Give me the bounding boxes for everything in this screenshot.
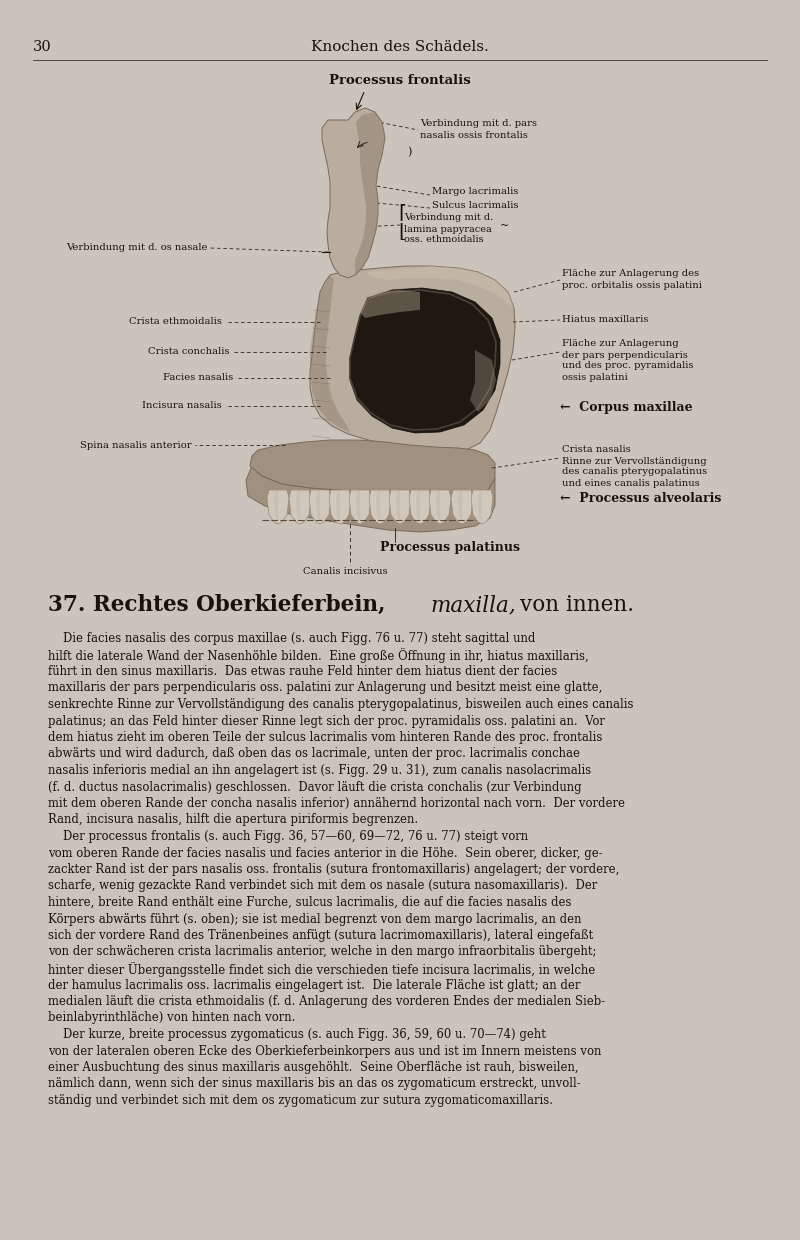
Polygon shape — [322, 108, 385, 278]
Text: ~: ~ — [500, 221, 510, 231]
Text: medialen läuft die crista ethmoidalis (f. d. Anlagerung des vorderen Endes der m: medialen läuft die crista ethmoidalis (f… — [48, 994, 605, 1008]
Polygon shape — [349, 490, 371, 525]
Text: ossis palatini: ossis palatini — [562, 372, 628, 382]
Text: Processus frontalis: Processus frontalis — [329, 74, 471, 88]
Text: senkrechte Rinne zur Vervollständigung des canalis pterygopalatinus, bisweilen a: senkrechte Rinne zur Vervollständigung d… — [48, 698, 634, 711]
Polygon shape — [296, 490, 300, 522]
Text: vom oberen Rande der facies nasalis und facies anterior in die Höhe.  Sein obere: vom oberen Rande der facies nasalis und … — [48, 847, 602, 859]
Text: und eines canalis palatinus: und eines canalis palatinus — [562, 479, 700, 487]
Text: hintere, breite Rand enthält eine Furche, sulcus lacrimalis, die auf die facies : hintere, breite Rand enthält eine Furche… — [48, 897, 571, 909]
Text: von innen.: von innen. — [520, 594, 634, 616]
Text: mit dem oberen Rande der concha nasalis inferior) annähernd horizontal nach vorn: mit dem oberen Rande der concha nasalis … — [48, 797, 625, 810]
Text: Der kurze, breite processus zygomaticus (s. auch Figg. 36, 59, 60 u. 70—74) geht: Der kurze, breite processus zygomaticus … — [48, 1028, 546, 1042]
Polygon shape — [329, 490, 351, 525]
Text: Crista conchalis: Crista conchalis — [149, 347, 230, 357]
Polygon shape — [429, 490, 451, 525]
Text: Crista nasalis: Crista nasalis — [562, 445, 630, 455]
Polygon shape — [289, 490, 311, 525]
Polygon shape — [369, 490, 391, 525]
Polygon shape — [355, 112, 385, 275]
Polygon shape — [356, 490, 360, 522]
Polygon shape — [316, 490, 320, 522]
Polygon shape — [458, 490, 462, 522]
Polygon shape — [360, 290, 420, 317]
Text: (f. d. ductus nasolacrimalis) geschlossen.  Davor läuft die crista conchalis (zu: (f. d. ductus nasolacrimalis) geschlosse… — [48, 780, 582, 794]
Text: und des proc. pyramidalis: und des proc. pyramidalis — [562, 362, 694, 371]
Text: einer Ausbuchtung des sinus maxillaris ausgehöhlt.  Seine Oberfläche ist rauh, b: einer Ausbuchtung des sinus maxillaris a… — [48, 1061, 578, 1074]
Polygon shape — [350, 288, 500, 433]
Text: Crista ethmoidalis: Crista ethmoidalis — [129, 317, 222, 326]
Text: palatinus; an das Feld hinter dieser Rinne legt sich der proc. pyramidalis oss. : palatinus; an das Feld hinter dieser Rin… — [48, 714, 605, 728]
Text: Knochen des Schädels.: Knochen des Schädels. — [311, 40, 489, 55]
Polygon shape — [451, 490, 473, 525]
Polygon shape — [471, 490, 493, 525]
Polygon shape — [246, 466, 495, 532]
Text: proc. orbitalis ossis palatini: proc. orbitalis ossis palatini — [562, 280, 702, 289]
Text: abwärts und wird dadurch, daß oben das os lacrimale, unten der proc. lacrimalis : abwärts und wird dadurch, daß oben das o… — [48, 748, 580, 760]
Text: Verbindung mit d. pars: Verbindung mit d. pars — [420, 119, 537, 128]
Text: beinlabyrinthläche) von hinten nach vorn.: beinlabyrinthläche) von hinten nach vorn… — [48, 1012, 295, 1024]
Text: lamina papyracea: lamina papyracea — [404, 224, 492, 233]
Text: sich der vordere Rand des Tränenbeines anfügt (sutura lacrimomaxillaris), latera: sich der vordere Rand des Tränenbeines a… — [48, 929, 594, 942]
Polygon shape — [267, 490, 289, 525]
Text: nämlich dann, wenn sich der sinus maxillaris bis an das os zygomaticum erstreckt: nämlich dann, wenn sich der sinus maxill… — [48, 1078, 581, 1090]
Text: Rinne zur Vervollständigung: Rinne zur Vervollständigung — [562, 456, 706, 465]
Text: Spina nasalis anterior: Spina nasalis anterior — [80, 440, 192, 450]
Polygon shape — [310, 267, 515, 453]
Text: Processus palatinus: Processus palatinus — [380, 542, 520, 554]
Text: Die facies nasalis des corpus maxillae (s. auch Figg. 76 u. 77) steht sagittal u: Die facies nasalis des corpus maxillae (… — [48, 632, 535, 645]
Text: 37. Rechtes Oberkieferbein,: 37. Rechtes Oberkieferbein, — [48, 594, 386, 616]
Text: ←  Processus alveolaris: ← Processus alveolaris — [560, 491, 722, 505]
Text: Der processus frontalis (s. auch Figg. 36, 57—60, 69—72, 76 u. 77) steigt vorn: Der processus frontalis (s. auch Figg. 3… — [48, 830, 528, 843]
Text: hinter dieser Übergangsstelle findet sich die verschieden tiefe incisura lacrima: hinter dieser Übergangsstelle findet sic… — [48, 962, 595, 977]
Text: Verbindung mit d. os nasale: Verbindung mit d. os nasale — [66, 243, 208, 253]
Text: führt in den sinus maxillaris.  Das etwas rauhe Feld hinter dem hiatus dient der: führt in den sinus maxillaris. Das etwas… — [48, 665, 558, 678]
Text: ⌈: ⌈ — [398, 203, 406, 221]
Text: ←  Corpus maxillae: ← Corpus maxillae — [560, 402, 693, 414]
Text: maxillaris der pars perpendicularis oss. palatini zur Anlagerung und besitzt mei: maxillaris der pars perpendicularis oss.… — [48, 682, 602, 694]
Polygon shape — [436, 490, 440, 522]
Polygon shape — [416, 490, 420, 522]
Text: 30: 30 — [33, 40, 52, 55]
Text: zackter Rand ist der pars nasalis oss. frontalis (sutura frontomaxillaris) angel: zackter Rand ist der pars nasalis oss. f… — [48, 863, 619, 875]
Text: Fläche zur Anlagerung: Fläche zur Anlagerung — [562, 340, 678, 348]
Polygon shape — [470, 350, 496, 412]
Text: Facies nasalis: Facies nasalis — [162, 373, 233, 382]
Polygon shape — [336, 490, 340, 522]
Text: Rand, incisura nasalis, hilft die apertura piriformis begrenzen.: Rand, incisura nasalis, hilft die apertu… — [48, 813, 418, 827]
Text: der pars perpendicularis: der pars perpendicularis — [562, 351, 688, 360]
Polygon shape — [274, 490, 278, 522]
Text: scharfe, wenig gezackte Rand verbindet sich mit dem os nasale (sutura nasomaxill: scharfe, wenig gezackte Rand verbindet s… — [48, 879, 598, 893]
Polygon shape — [309, 490, 331, 525]
Text: von der lateralen oberen Ecke des Oberkieferbeinkorpers aus und ist im Innern me: von der lateralen oberen Ecke des Oberki… — [48, 1044, 602, 1058]
Text: oss. ethmoidalis: oss. ethmoidalis — [404, 236, 484, 244]
Text: Incisura nasalis: Incisura nasalis — [142, 402, 222, 410]
Polygon shape — [310, 275, 350, 432]
Text: hilft die laterale Wand der Nasenhöhle bilden.  Eine große Öffnung in ihr, hiatu: hilft die laterale Wand der Nasenhöhle b… — [48, 649, 589, 663]
Text: der hamulus lacrimalis oss. lacrimalis eingelagert ist.  Die laterale Fläche ist: der hamulus lacrimalis oss. lacrimalis e… — [48, 978, 580, 992]
Text: des canalis pterygopalatinus: des canalis pterygopalatinus — [562, 467, 707, 476]
Text: ständig und verbindet sich mit dem os zygomaticum zur sutura zygomaticomaxillari: ständig und verbindet sich mit dem os zy… — [48, 1094, 553, 1107]
Polygon shape — [478, 490, 482, 522]
Text: dem hiatus zieht im oberen Teile der sulcus lacrimalis vom hinteren Rande des pr: dem hiatus zieht im oberen Teile der sul… — [48, 732, 602, 744]
Text: maxilla,: maxilla, — [430, 594, 516, 616]
Text: Margo lacrimalis: Margo lacrimalis — [432, 187, 518, 196]
Text: nasalis inferioris medial an ihn angelagert ist (s. Figg. 29 u. 31), zum canalis: nasalis inferioris medial an ihn angelag… — [48, 764, 591, 777]
Text: ): ) — [407, 146, 411, 157]
Polygon shape — [389, 490, 411, 525]
Text: von der schwächeren crista lacrimalis anterior, welche in den margo infraorbital: von der schwächeren crista lacrimalis an… — [48, 945, 596, 959]
Text: Sulcus lacrimalis: Sulcus lacrimalis — [432, 201, 518, 211]
Polygon shape — [409, 490, 431, 525]
Text: Canalis incisivus: Canalis incisivus — [302, 568, 387, 577]
Text: Körpers abwärts führt (s. oben); sie ist medial begrenzt von dem margo lacrimali: Körpers abwärts führt (s. oben); sie ist… — [48, 913, 582, 925]
Text: ⌊: ⌊ — [398, 224, 406, 242]
Text: Verbindung mit d.: Verbindung mit d. — [404, 213, 494, 222]
Text: Fläche zur Anlagerung des: Fläche zur Anlagerung des — [562, 269, 699, 279]
Polygon shape — [250, 440, 495, 498]
Polygon shape — [365, 267, 514, 308]
Text: Hiatus maxillaris: Hiatus maxillaris — [562, 315, 648, 325]
Polygon shape — [396, 490, 400, 522]
Text: nasalis ossis frontalis: nasalis ossis frontalis — [420, 130, 528, 140]
Polygon shape — [376, 490, 380, 522]
